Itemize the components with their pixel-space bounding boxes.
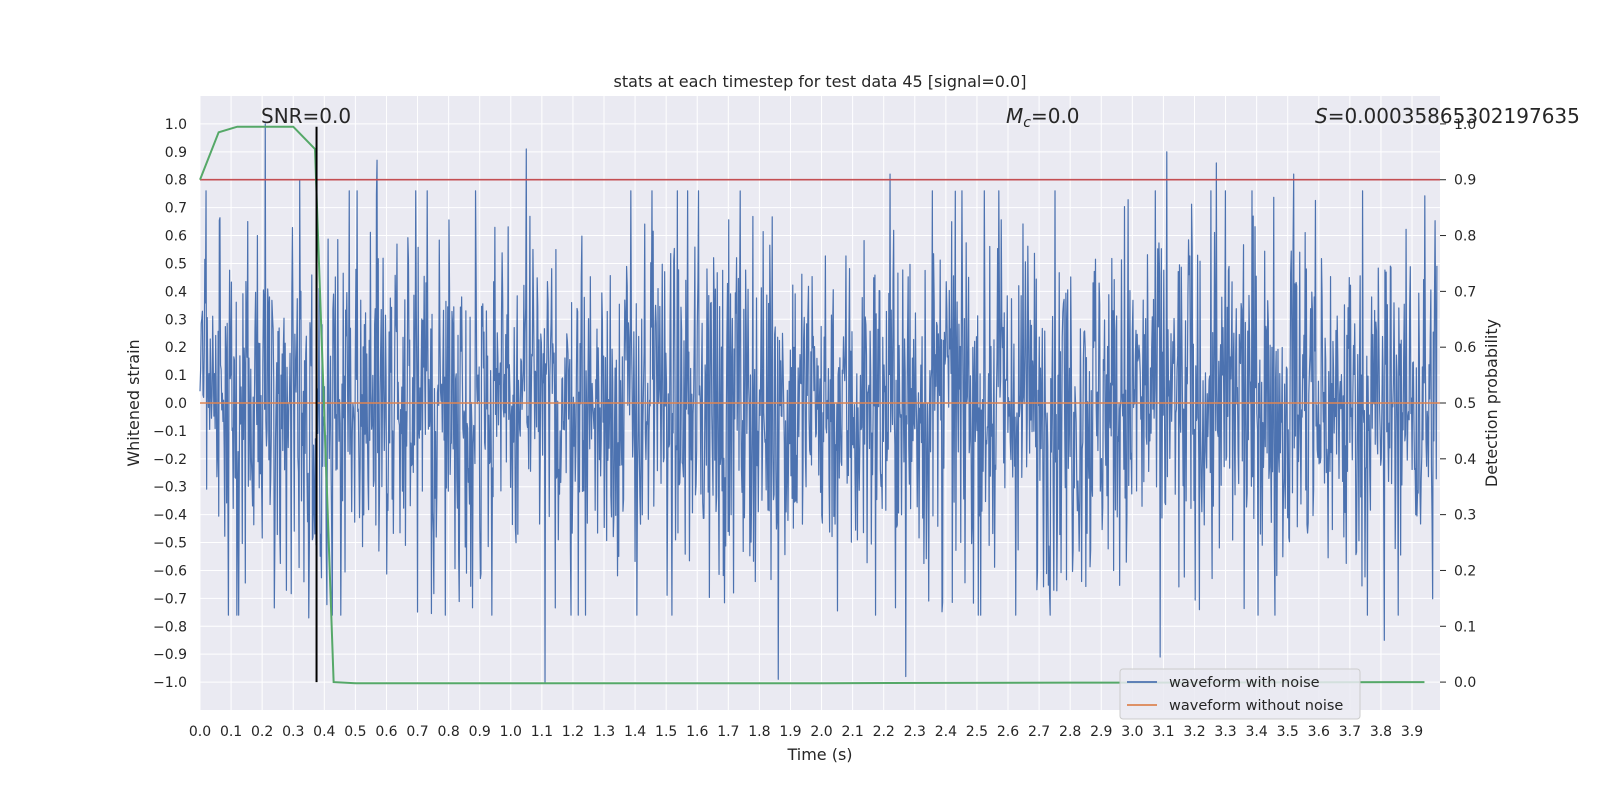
x-tick-label: 1.7 [717, 724, 739, 740]
x-tick-label: 0.0 [189, 724, 211, 740]
chart-title: stats at each timestep for test data 45 … [614, 72, 1027, 91]
s-value: =0.00035865302197635 [1328, 104, 1580, 128]
x-tick-label: 2.0 [810, 724, 832, 740]
x-tick-label: 0.5 [344, 724, 366, 740]
x-tick-label: 0.4 [313, 724, 335, 740]
y-tick-label: −0.3 [153, 480, 187, 496]
y2-tick-label: 0.3 [1454, 508, 1476, 524]
s-annotation: S=0.00035865302197635 [1315, 104, 1580, 128]
x-tick-label: 3.6 [1308, 724, 1330, 740]
x-tick-label: 3.0 [1121, 724, 1143, 740]
x-tick-label: 2.4 [935, 724, 957, 740]
y-axis-label: Whitened strain [124, 339, 143, 466]
x-tick-label: 1.9 [779, 724, 801, 740]
y-tick-label: 1.0 [165, 117, 187, 133]
x-tick-label: 2.7 [1028, 724, 1050, 740]
y-tick-label: 0.8 [165, 173, 187, 189]
y2-tick-label: 0.4 [1454, 452, 1476, 468]
y2-tick-label: 0.7 [1454, 284, 1476, 300]
x-tick-label: 0.6 [375, 724, 397, 740]
x-tick-label: 1.6 [686, 724, 708, 740]
y-axis: 1.0 0.9 0.8 0.7 0.6 0.5 0.4 0.3 0.2 0.1 0.0 −0.1 −0.… [153, 117, 187, 691]
x-tick-label: 3.4 [1246, 724, 1268, 740]
x-tick-label: 0.9 [469, 724, 491, 740]
y2-tick-label: 0.9 [1454, 173, 1476, 189]
x-tick-label: 0.3 [282, 724, 304, 740]
x-tick-label: 1.2 [562, 724, 584, 740]
y-tick-label: −0.9 [153, 647, 187, 663]
x-tick-label: 0.8 [437, 724, 459, 740]
chirp-mass-subscript: c [1023, 115, 1031, 131]
y-tick-label: 0.9 [165, 145, 187, 161]
y-tick-label: 0.2 [165, 340, 187, 356]
y2-tick-label: 0.5 [1454, 396, 1476, 412]
chirp-mass-symbol: M [1006, 104, 1023, 128]
y-tick-label: 0.6 [165, 229, 187, 245]
y-tick-label: 0.1 [165, 368, 187, 384]
y-tick-label: 0.7 [165, 201, 187, 217]
overlay-lines [199, 125, 1440, 685]
y-tick-label: −0.5 [153, 536, 187, 552]
x-tick-label: 1.3 [593, 724, 615, 740]
y2-axis: 1.0 0.9 0.8 0.7 0.6 0.5 0.4 0.3 0.2 0.1 0.0 [1440, 117, 1476, 691]
x-tick-label: 2.8 [1059, 724, 1081, 740]
x-tick-label: 1.8 [748, 724, 770, 740]
y-tick-label: −0.6 [153, 563, 187, 579]
y2-tick-label: 0.8 [1454, 229, 1476, 245]
x-tick-label: 1.5 [655, 724, 677, 740]
x-tick-label: 3.7 [1339, 724, 1361, 740]
chirp-mass-annotation: Mc=0.0 [1006, 104, 1080, 131]
legend-label-clean: waveform without noise [1169, 698, 1343, 714]
x-tick-label: 3.8 [1370, 724, 1392, 740]
x-tick-label: 1.4 [624, 724, 646, 740]
y2-axis-label: Detection probability [1482, 319, 1501, 487]
legend-label-noise: waveform with noise [1169, 675, 1320, 691]
x-tick-label: 2.9 [1090, 724, 1112, 740]
y2-tick-label: 0.2 [1454, 563, 1476, 579]
y-tick-label: 0.4 [165, 284, 187, 300]
y-tick-label: 0.5 [165, 256, 187, 272]
y-tick-label: 0.0 [165, 396, 187, 412]
x-tick-label: 0.1 [220, 724, 242, 740]
x-tick-label: 2.2 [873, 724, 895, 740]
x-tick-label: 0.7 [406, 724, 428, 740]
series-waveform-with-noise [199, 123, 1438, 683]
noise-series [199, 123, 1438, 683]
x-tick-label: 2.5 [966, 724, 988, 740]
x-tick-label: 3.5 [1277, 724, 1299, 740]
y2-tick-label: 0.0 [1454, 675, 1476, 691]
legend: waveform with noise waveform without noi… [1119, 668, 1361, 720]
x-tick-label: 1.1 [531, 724, 553, 740]
y-tick-label: −0.4 [153, 508, 187, 524]
x-tick-label: 3.3 [1214, 724, 1236, 740]
y2-tick-label: 0.1 [1454, 619, 1476, 635]
chirp-mass-value: =0.0 [1031, 104, 1080, 128]
x-tick-label: 2.3 [904, 724, 926, 740]
snr-annotation: SNR=0.0 [261, 104, 351, 128]
y-tick-label: −0.1 [153, 424, 187, 440]
y-tick-label: −0.7 [153, 591, 187, 607]
x-axis-label: Time (s) [786, 745, 852, 764]
s-symbol: S [1315, 104, 1328, 128]
x-tick-label: 1.0 [500, 724, 522, 740]
y-tick-label: −1.0 [153, 675, 187, 691]
y2-tick-label: 0.6 [1454, 340, 1476, 356]
x-axis: 0.0 0.1 0.2 0.3 0.4 0.5 0.6 0.7 0.8 0.9 1.0 1.1 1.2 1… [189, 724, 1423, 740]
x-tick-label: 2.1 [841, 724, 863, 740]
x-tick-label: 3.9 [1401, 724, 1423, 740]
y-tick-label: −0.2 [153, 452, 187, 468]
x-tick-label: 2.6 [997, 724, 1019, 740]
x-tick-label: 0.2 [251, 724, 273, 740]
y-tick-label: −0.8 [153, 619, 187, 635]
series-detection-probability [199, 125, 1425, 685]
x-tick-label: 3.1 [1152, 724, 1174, 740]
x-tick-label: 3.2 [1183, 724, 1205, 740]
legend-box [1119, 668, 1361, 720]
y2-tick-label: 1.0 [1454, 117, 1476, 133]
y-tick-label: 0.3 [165, 312, 187, 328]
